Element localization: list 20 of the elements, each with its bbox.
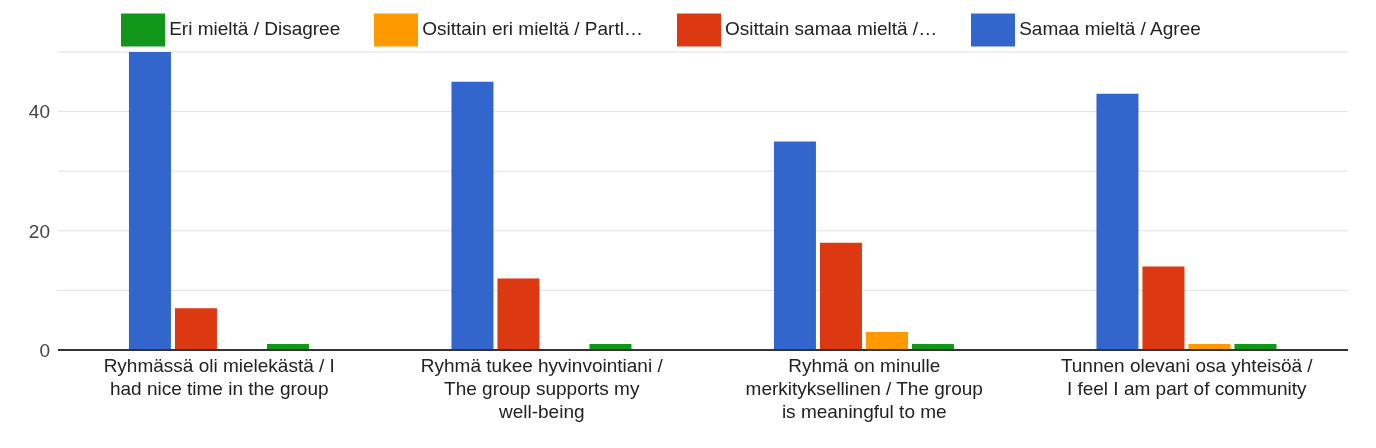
y-tick-label: 0 (39, 339, 50, 361)
y-tick-label: 40 (28, 101, 50, 123)
x-tick-label: Ryhmä on minulle merkityksellinen / The group is meaningful to me (745, 355, 983, 422)
legend-label: Osittain samaa mieltä /… (724, 18, 938, 40)
legend-label: Osittain eri mieltä / Partl… (422, 18, 643, 40)
bar (1142, 266, 1185, 350)
bar (497, 278, 540, 350)
bar (128, 52, 171, 350)
bar (819, 242, 862, 350)
legend-label: Eri mieltä / Disagree (169, 18, 341, 40)
y-tick-label: 20 (28, 220, 50, 242)
legend-label: Samaa mieltä / Agree (1019, 18, 1201, 40)
bar (174, 308, 217, 350)
bar (1096, 93, 1139, 350)
bar (773, 141, 816, 350)
x-tick-label: Tunnen olevani osa yhteisöä / I feel I am part of community (1060, 355, 1314, 399)
bar (865, 332, 908, 350)
bar (451, 81, 494, 350)
x-tick-label: Ryhmässä oli mielekästä / I had nice time in the group (103, 355, 335, 399)
x-tick-label: Ryhmä tukee hyvinvointiani / The group supports my well-being (420, 355, 664, 422)
